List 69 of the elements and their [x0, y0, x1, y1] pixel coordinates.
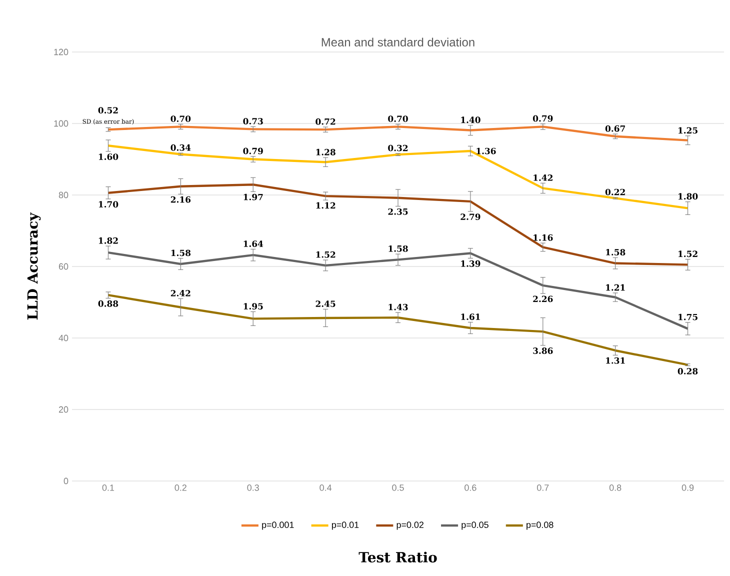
- annotation: 0.34: [170, 144, 191, 151]
- annotation: 1.25: [678, 127, 698, 134]
- x-tick-label: 0.1: [102, 484, 114, 491]
- annotation: 0.88: [98, 300, 118, 307]
- annotation: 1.31: [606, 357, 625, 364]
- annotation: 0.73: [243, 118, 263, 124]
- legend-label: p=0.02: [396, 522, 424, 530]
- annotation: 1.52: [316, 251, 336, 258]
- y-tick-label: 0: [64, 478, 68, 484]
- legend-label: p=0.001: [262, 522, 294, 530]
- annotation: 3.86: [533, 348, 553, 354]
- y-axis-title: LLD Accuracy: [27, 212, 41, 320]
- annotation: 2.16: [170, 196, 191, 203]
- annotation: 1.43: [388, 304, 408, 310]
- annotation: 2.26: [533, 296, 553, 302]
- annotation: 1.21: [606, 284, 625, 291]
- y-tick-label: 20: [58, 406, 68, 413]
- y-tick-label: 100: [54, 120, 68, 127]
- x-tick-label: 0.8: [609, 484, 622, 491]
- x-tick-label: 0.5: [392, 484, 404, 491]
- annotation: 1.60: [98, 154, 118, 160]
- x-tick-label: 0.2: [174, 484, 186, 491]
- y-tick-label: 40: [58, 334, 68, 342]
- x-tick-label: 0.9: [682, 484, 694, 491]
- annotation: 0.32: [388, 144, 408, 152]
- annotation: 1.12: [316, 202, 336, 209]
- annotation: 1.82: [98, 237, 118, 244]
- y-tick-label: 80: [58, 192, 68, 198]
- annotation: 0.70: [170, 116, 191, 122]
- annotation: 1.97: [244, 194, 263, 200]
- annotation: 1.40: [461, 116, 480, 124]
- annotation: 1.42: [534, 174, 552, 181]
- annotation: 1.95: [244, 303, 263, 310]
- annotation: 0.67: [605, 125, 625, 132]
- annotation: 1.58: [171, 250, 191, 256]
- annotation: 1.64: [244, 240, 264, 247]
- annotation: 1.58: [388, 245, 408, 252]
- legend-label: p=0.05: [462, 522, 488, 530]
- x-tick-label: 0.3: [247, 484, 259, 491]
- annotation: 0.79: [532, 115, 553, 122]
- annotation: 0.79: [243, 148, 263, 154]
- annotation: 0.70: [388, 116, 408, 122]
- y-tick-label: 60: [58, 263, 68, 270]
- x-axis-title: Test Ratio: [358, 552, 437, 562]
- annotation: 1.80: [678, 193, 698, 200]
- annotation: 1.75: [678, 314, 698, 320]
- annotation: 2.35: [388, 208, 408, 215]
- annotation: 0.72: [316, 118, 336, 125]
- x-tick-label: 0.4: [320, 484, 332, 491]
- annotation: 1.61: [461, 314, 480, 320]
- annotation: 0.22: [605, 188, 625, 196]
- annotation: 1.28: [316, 148, 336, 156]
- annotation: 1.39: [461, 260, 480, 267]
- annotation: 0.28: [678, 368, 698, 374]
- annotation: 0.52: [98, 107, 118, 114]
- chart-title: Mean and standard deviation: [322, 38, 474, 46]
- annotation: 1.16: [534, 234, 553, 241]
- annotation: 1.58: [606, 249, 626, 256]
- y-tick-label: 120: [54, 48, 68, 56]
- x-tick-label: 0.6: [464, 484, 476, 491]
- annotation: 1.36: [476, 148, 496, 154]
- annotation: 2.79: [460, 214, 480, 220]
- legend-label: p=0.01: [332, 522, 359, 530]
- annotation: 1.70: [98, 201, 118, 208]
- legend-label: p=0.08: [526, 522, 554, 530]
- annotation: 2.45: [316, 300, 336, 308]
- annotation: 2.42: [170, 290, 190, 296]
- x-tick-label: 0.7: [537, 484, 549, 491]
- annotation: 1.52: [678, 250, 698, 258]
